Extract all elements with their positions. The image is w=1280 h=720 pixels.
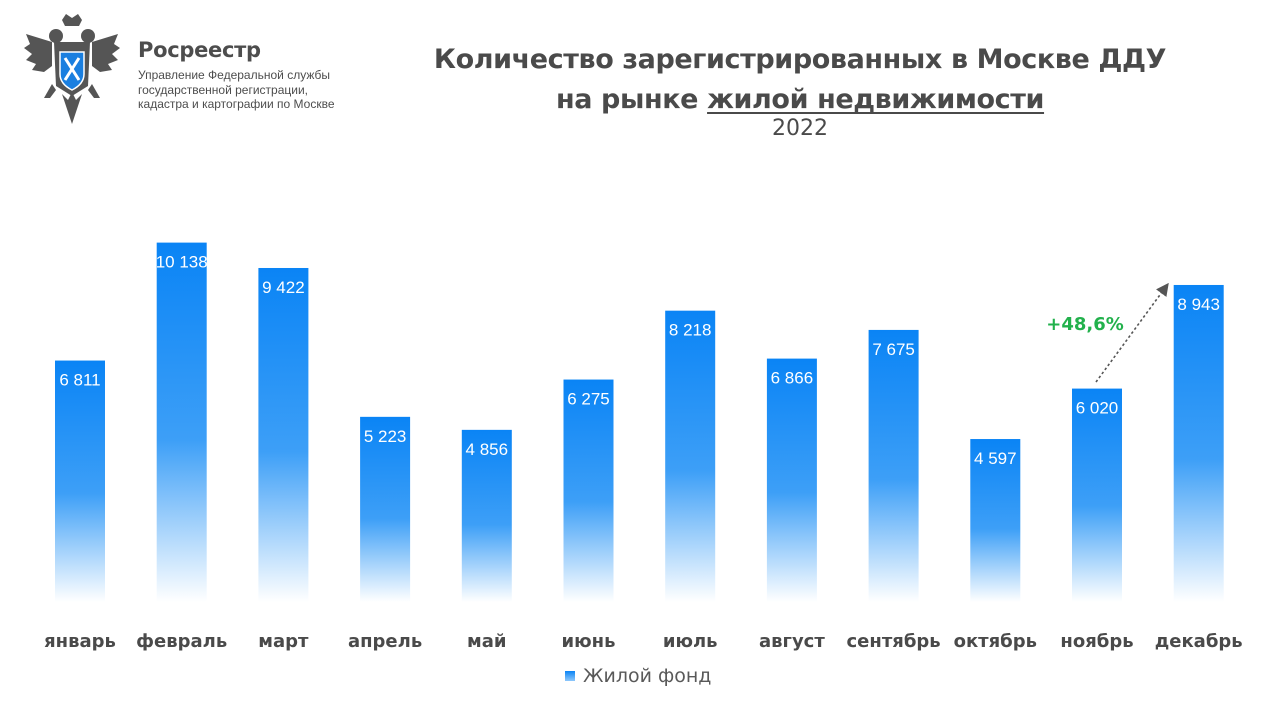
chart-title: Количество зарегистрированных в Москве Д… (300, 40, 1280, 120)
category-label: декабрь (1155, 631, 1243, 652)
bar-август (766, 358, 817, 602)
rosreestr-eagle-emblem-icon (24, 14, 120, 124)
category-label: апрель (348, 631, 422, 652)
brand-subtitle-line: кадастра и картографии по Москве (138, 97, 335, 111)
bar-value-label: 7 675 (872, 340, 915, 359)
bar-value-label: 8 943 (1177, 295, 1220, 314)
category-label: июль (663, 631, 718, 652)
chart-title-line1: Количество зарегистрированных в Москве Д… (433, 44, 1167, 75)
category-label: август (759, 631, 825, 652)
chart-subtitle-year: 2022 (772, 116, 828, 141)
bar-май (461, 429, 512, 602)
bar-ноябрь (1072, 388, 1122, 602)
legend-label: Жилой фонд (583, 665, 712, 687)
legend-swatch (565, 671, 575, 681)
bar-value-label: 4 856 (466, 440, 509, 459)
category-label: май (467, 631, 506, 652)
bar-value-label: 6 020 (1076, 399, 1119, 418)
growth-annotation: +48,6% (1046, 314, 1124, 335)
chart-title-underlined: жилой недвижимости (707, 84, 1045, 115)
bar-value-label: 4 597 (974, 449, 1017, 468)
chart-title-line2-prefix: на рынке (555, 84, 708, 115)
brand-name: Росреестр (138, 38, 261, 62)
brand-subtitle: Управление Федеральной службы государств… (138, 68, 368, 112)
growth-arrow (1095, 282, 1169, 383)
bar-value-label: 6 275 (567, 390, 610, 409)
category-label: сентябрь (847, 631, 941, 652)
bar-value-label: 6 866 (771, 369, 814, 388)
category-label: март (258, 631, 309, 652)
category-label: октябрь (954, 631, 1037, 652)
bar-апрель (360, 416, 411, 602)
brand-block: Росреестр Управление Федеральной службы … (22, 14, 362, 126)
category-label: январь (44, 631, 116, 652)
category-label: февраль (136, 631, 227, 652)
bar-октябрь (970, 439, 1021, 602)
bar-value-label: 8 218 (669, 321, 712, 340)
bar-value-label: 9 422 (262, 278, 305, 297)
brand-subtitle-line: Управление Федеральной службы (138, 68, 330, 82)
bar-value-label: 6 811 (59, 371, 100, 390)
bar-value-label: 5 223 (364, 427, 407, 446)
bar-июль (665, 310, 716, 602)
bar-value-label: 10 138 (156, 253, 208, 272)
chart-legend: Жилой фонд (565, 664, 711, 688)
bar-декабрь (1173, 284, 1224, 602)
bar-февраль (156, 242, 207, 602)
bar-сентябрь (868, 329, 919, 602)
chart-title-line2: на рынке жилой недвижимости (300, 80, 1280, 120)
category-label: июнь (562, 631, 616, 652)
brand-subtitle-line: государственной регистрации, (138, 82, 308, 97)
category-label: ноябрь (1060, 631, 1133, 652)
bar-июнь (563, 379, 614, 602)
bar-январь (55, 360, 105, 602)
bar-март (258, 267, 309, 602)
